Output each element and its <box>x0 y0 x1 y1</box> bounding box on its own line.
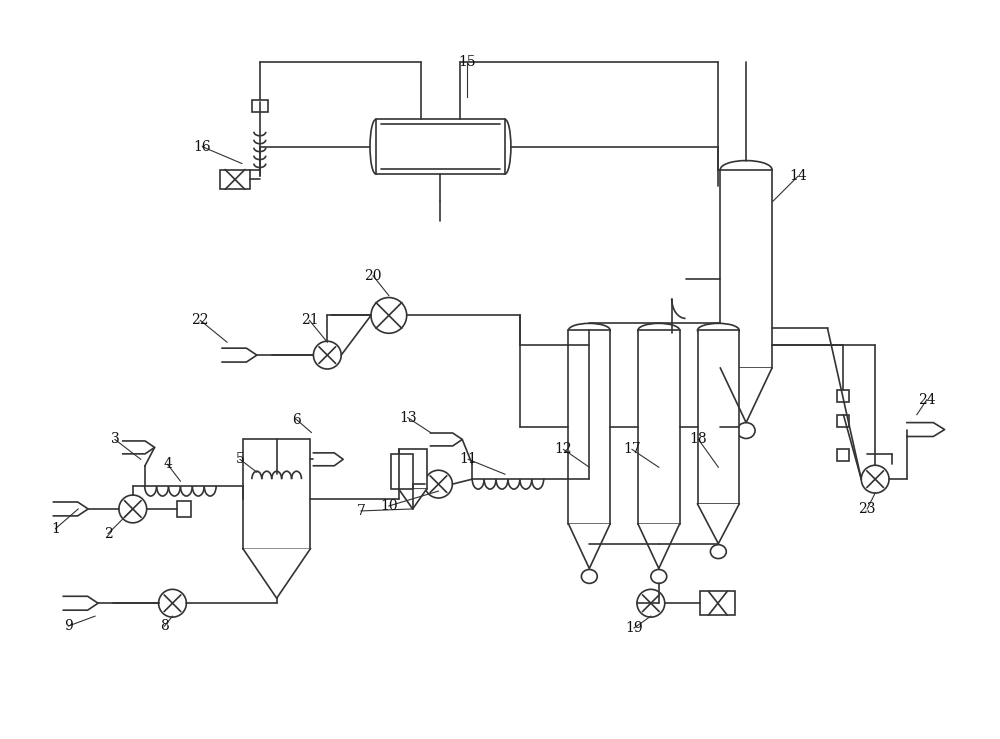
Bar <box>391 454 413 489</box>
Text: 4: 4 <box>163 457 172 471</box>
Circle shape <box>119 495 147 522</box>
Bar <box>220 169 250 189</box>
Bar <box>399 449 427 489</box>
Text: 2: 2 <box>104 527 112 541</box>
Bar <box>720 169 772 368</box>
Text: 15: 15 <box>458 55 476 69</box>
Bar <box>243 440 310 548</box>
Bar <box>252 100 268 112</box>
Ellipse shape <box>737 423 755 438</box>
Text: 23: 23 <box>858 502 876 516</box>
Text: 1: 1 <box>51 522 60 536</box>
Ellipse shape <box>370 120 382 174</box>
Bar <box>837 449 849 461</box>
Text: 9: 9 <box>64 619 73 633</box>
Ellipse shape <box>710 545 726 559</box>
Ellipse shape <box>638 324 680 337</box>
Bar <box>177 501 191 517</box>
Text: 18: 18 <box>690 432 707 446</box>
Bar <box>698 330 739 504</box>
Circle shape <box>159 589 186 617</box>
Ellipse shape <box>720 160 772 178</box>
Text: 20: 20 <box>364 269 382 283</box>
Polygon shape <box>907 423 945 437</box>
Text: 12: 12 <box>555 443 572 457</box>
Bar <box>837 390 849 402</box>
Polygon shape <box>638 524 680 568</box>
Polygon shape <box>399 489 427 509</box>
Circle shape <box>371 298 407 333</box>
Polygon shape <box>63 596 98 610</box>
Polygon shape <box>720 368 772 423</box>
Text: 10: 10 <box>380 499 398 513</box>
Circle shape <box>425 470 452 498</box>
Polygon shape <box>222 348 257 362</box>
Ellipse shape <box>499 120 511 174</box>
Bar <box>837 415 849 426</box>
Polygon shape <box>243 548 310 599</box>
Bar <box>568 330 610 524</box>
Ellipse shape <box>651 570 667 583</box>
Text: 7: 7 <box>357 504 365 518</box>
Polygon shape <box>123 441 155 454</box>
Text: 24: 24 <box>918 392 936 406</box>
Polygon shape <box>698 504 739 544</box>
Ellipse shape <box>698 324 739 337</box>
Circle shape <box>637 589 665 617</box>
Text: 8: 8 <box>160 619 169 633</box>
Bar <box>700 591 735 615</box>
Text: 22: 22 <box>192 313 209 327</box>
Text: 17: 17 <box>623 443 641 457</box>
Text: 11: 11 <box>459 452 477 466</box>
Polygon shape <box>431 433 462 446</box>
Text: 13: 13 <box>399 411 417 425</box>
Circle shape <box>313 341 341 369</box>
Polygon shape <box>313 453 343 466</box>
Text: 19: 19 <box>625 621 643 635</box>
Polygon shape <box>568 524 610 568</box>
Text: 5: 5 <box>236 452 244 466</box>
Text: 21: 21 <box>301 313 318 327</box>
Text: 14: 14 <box>789 169 807 183</box>
Text: 16: 16 <box>193 140 211 154</box>
Bar <box>638 330 680 524</box>
Bar <box>376 120 505 174</box>
Ellipse shape <box>581 570 597 583</box>
Ellipse shape <box>568 324 610 337</box>
Polygon shape <box>53 502 88 516</box>
Text: 6: 6 <box>292 412 301 426</box>
Text: 3: 3 <box>111 432 119 446</box>
Circle shape <box>861 466 889 493</box>
